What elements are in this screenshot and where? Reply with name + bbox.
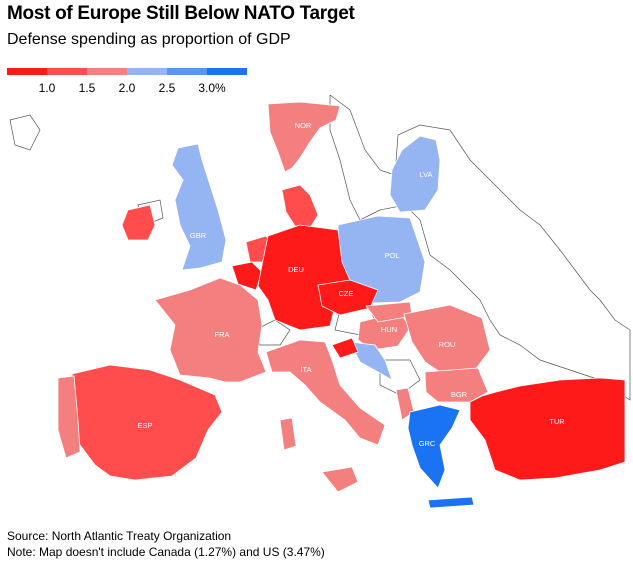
country-sardinia[interactable] bbox=[279, 417, 297, 451]
europe-map: NOR LVA GBR POL DEU CZE FRA HUN ROU ITA … bbox=[9, 95, 631, 509]
country-label: ROU bbox=[439, 340, 456, 349]
legend-swatch-6 bbox=[207, 68, 247, 75]
legend-swatch-1 bbox=[7, 68, 47, 75]
country-prt[interactable] bbox=[57, 375, 81, 459]
country-esp[interactable] bbox=[71, 364, 223, 481]
country-label: DEU bbox=[288, 265, 304, 274]
country-label: TUR bbox=[549, 417, 565, 426]
country-label: NOR bbox=[295, 121, 312, 130]
country-label: FRA bbox=[215, 330, 230, 339]
country-nor[interactable] bbox=[267, 101, 341, 173]
chart-subtitle: Defense spending as proportion of GDP bbox=[7, 31, 291, 48]
country-label: POL bbox=[384, 251, 399, 260]
country-lva[interactable] bbox=[389, 135, 441, 213]
chart-title: Most of Europe Still Below NATO Target bbox=[7, 3, 355, 24]
country-rou[interactable] bbox=[403, 304, 491, 373]
legend-swatch-3 bbox=[87, 68, 127, 75]
legend-tick: 1.0 bbox=[38, 81, 56, 95]
country-label: ESP bbox=[137, 421, 152, 430]
source-note: Source: North Atlantic Treaty Organizati… bbox=[7, 529, 232, 543]
country-hrv[interactable] bbox=[349, 341, 393, 381]
legend-swatch-2 bbox=[47, 68, 87, 75]
country-gbr[interactable] bbox=[171, 143, 227, 271]
country-dnk[interactable] bbox=[281, 184, 319, 229]
legend-tick: 2.0 bbox=[118, 81, 136, 95]
country-ita[interactable] bbox=[265, 339, 386, 446]
legend-swatch-5 bbox=[167, 68, 207, 75]
legend-tick: 2.5 bbox=[158, 81, 176, 95]
country-label: CZE bbox=[339, 289, 354, 298]
country-labels: NOR LVA GBR POL DEU CZE FRA HUN ROU ITA … bbox=[137, 121, 565, 448]
legend-tick: 3.0% bbox=[198, 81, 226, 95]
country-svn[interactable] bbox=[331, 337, 359, 359]
country-crete[interactable] bbox=[427, 496, 475, 509]
country-label: GRC bbox=[419, 439, 436, 448]
country-label: GBR bbox=[190, 231, 207, 240]
country-grc[interactable] bbox=[407, 404, 461, 489]
country-tur[interactable] bbox=[469, 377, 626, 481]
nato-countries bbox=[57, 101, 626, 509]
legend-swatch-4 bbox=[127, 68, 167, 75]
country-irl[interactable] bbox=[121, 204, 156, 241]
legend-tick: 1.5 bbox=[78, 81, 96, 95]
country-fra[interactable] bbox=[154, 277, 267, 383]
footnote: Note: Map doesn't include Canada (1.27%)… bbox=[7, 545, 325, 559]
country-label: BGR bbox=[451, 390, 468, 399]
country-sicily[interactable] bbox=[321, 466, 359, 493]
country-label: ITA bbox=[300, 365, 311, 374]
country-label: HUN bbox=[381, 325, 397, 334]
country-label: LVA bbox=[419, 170, 432, 179]
